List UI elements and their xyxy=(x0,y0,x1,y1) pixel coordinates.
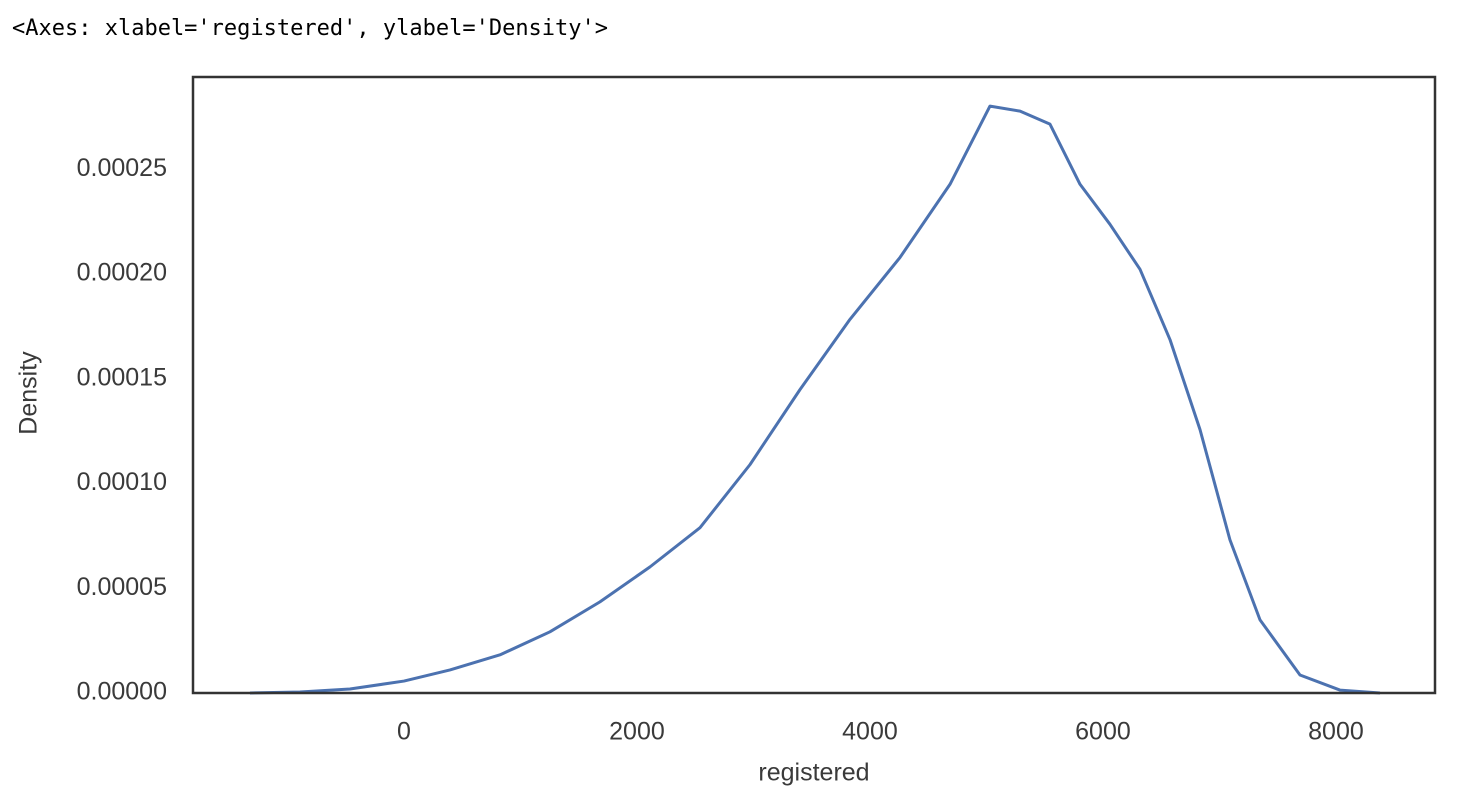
y-tick-label: 0.00005 xyxy=(77,573,167,601)
y-tick-label: 0.00010 xyxy=(77,468,167,496)
x-tick-label: 0 xyxy=(397,718,411,746)
output-text: <Axes: xlabel='registered', ylabel='Dens… xyxy=(12,16,609,41)
x-tick-label: 2000 xyxy=(609,718,665,746)
x-axis-label: registered xyxy=(758,759,869,787)
x-tick-label: 6000 xyxy=(1075,718,1131,746)
plot-frame xyxy=(191,75,1437,695)
y-axis-label: Density xyxy=(15,351,43,435)
kde-line xyxy=(249,104,1381,695)
y-tick-label: 0.00015 xyxy=(77,363,167,391)
x-tick-label: 8000 xyxy=(1308,718,1364,746)
x-tick-label: 4000 xyxy=(842,718,898,746)
y-tick-label: 0.00020 xyxy=(77,259,167,287)
y-tick-label: 0.00025 xyxy=(77,154,167,182)
y-tick-label: 0.00000 xyxy=(77,678,167,706)
